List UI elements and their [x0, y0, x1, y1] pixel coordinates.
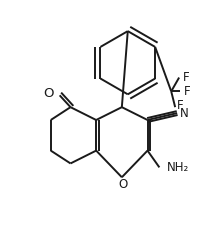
Text: F: F — [177, 99, 184, 112]
Text: F: F — [183, 71, 190, 84]
Text: O: O — [118, 178, 127, 191]
Text: F: F — [184, 85, 191, 98]
Text: NH₂: NH₂ — [167, 161, 189, 174]
Text: N: N — [180, 107, 189, 120]
Text: O: O — [43, 87, 54, 100]
